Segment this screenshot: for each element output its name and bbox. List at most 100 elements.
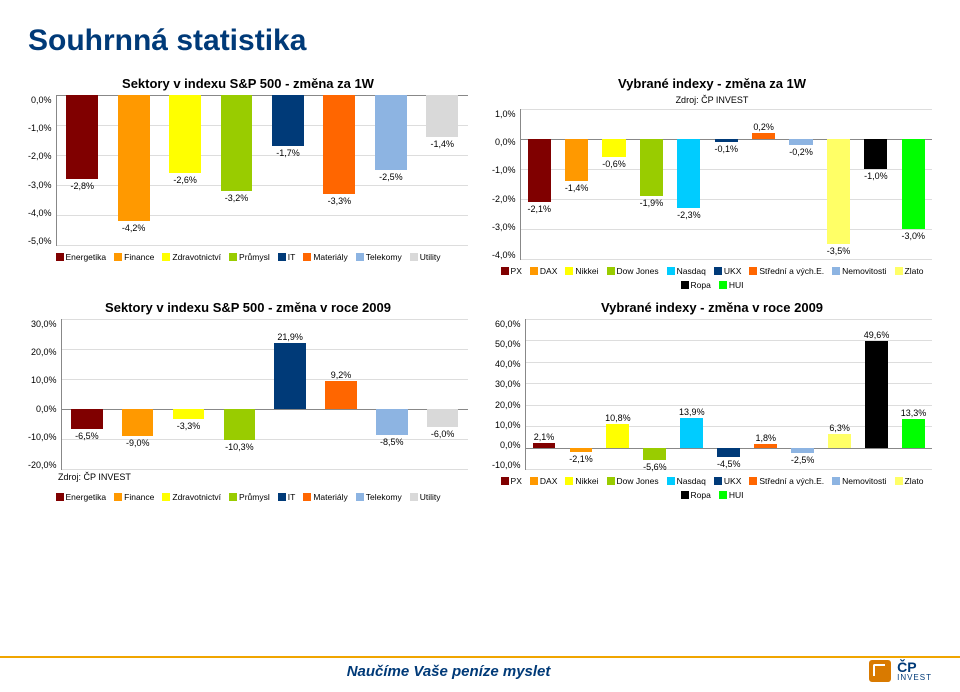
- bar: [828, 434, 851, 448]
- legend-label: Zdravotnictví: [172, 492, 221, 502]
- bar-value-label: -2,1%: [569, 454, 593, 464]
- legend-swatch: [162, 253, 170, 261]
- legend-swatch: [410, 253, 418, 261]
- bar: [715, 139, 738, 142]
- bar: [533, 443, 556, 448]
- bar: [272, 95, 304, 146]
- chart-legend: EnergetikaFinanceZdravotnictvíPrůmyslITM…: [28, 492, 468, 502]
- y-tick-label: -10,0%: [492, 460, 521, 470]
- bar: [677, 139, 700, 208]
- y-tick-label: 60,0%: [492, 319, 521, 329]
- bar: [375, 95, 407, 170]
- legend-label: Materiály: [313, 252, 347, 262]
- legend-swatch: [832, 477, 840, 485]
- bar: [173, 409, 205, 419]
- bar: [717, 448, 740, 458]
- legend-item: HUI: [719, 490, 744, 500]
- bar-value-label: -8,5%: [380, 437, 404, 447]
- legend-label: Nasdaq: [677, 266, 706, 276]
- legend-item: Ropa: [681, 490, 711, 500]
- legend-label: Nasdaq: [677, 476, 706, 486]
- legend-swatch: [530, 267, 538, 275]
- bar: [754, 444, 777, 448]
- legend-item: Materiály: [303, 492, 347, 502]
- legend-swatch: [303, 253, 311, 261]
- legend-swatch: [895, 477, 903, 485]
- legend-label: Zlato: [905, 266, 924, 276]
- legend-item: Energetika: [56, 252, 107, 262]
- legend-label: Nikkei: [575, 476, 598, 486]
- bar-value-label: -3,5%: [827, 246, 851, 256]
- legend-item: Zlato: [895, 476, 924, 486]
- footer: Naučíme Vaše peníze myslet ČP INVEST: [0, 656, 960, 688]
- chart-legend: PXDAXNikkeiDow JonesNasdaqUKXStřední a v…: [492, 476, 932, 500]
- bar: [752, 133, 775, 139]
- legend-label: Utility: [420, 492, 441, 502]
- bar-value-label: 1,8%: [755, 433, 776, 443]
- legend-swatch: [278, 493, 286, 501]
- footer-slogan: Naučíme Vaše peníze myslet: [347, 663, 551, 680]
- y-tick-label: 0,0%: [28, 95, 52, 105]
- legend-item: UKX: [714, 266, 741, 276]
- bar-value-label: 2,1%: [534, 432, 555, 442]
- chart-sectors-1w: Sektory v indexu S&P 500 - změna za 1W0,…: [28, 76, 468, 290]
- legend-item: IT: [278, 252, 296, 262]
- legend-item: Nasdaq: [667, 266, 706, 276]
- legend-item: IT: [278, 492, 296, 502]
- bar: [376, 409, 408, 435]
- bar-value-label: -1,4%: [565, 183, 589, 193]
- bar-value-label: -10,3%: [225, 442, 254, 452]
- bar-value-label: 49,6%: [864, 330, 890, 340]
- bar-value-label: -1,4%: [431, 139, 455, 149]
- legend-item: Utility: [410, 492, 441, 502]
- legend-swatch: [714, 477, 722, 485]
- chart-indices-2009: Vybrané indexy - změna v roce 200960,0%5…: [492, 300, 932, 502]
- bar-value-label: -0,2%: [789, 147, 813, 157]
- legend-swatch: [356, 253, 364, 261]
- y-tick-label: 20,0%: [492, 400, 521, 410]
- legend-item: Nikkei: [565, 476, 598, 486]
- legend-label: Průmysl: [239, 492, 270, 502]
- legend-item: Ropa: [681, 280, 711, 290]
- chart-legend: EnergetikaFinanceZdravotnictvíPrůmyslITM…: [28, 252, 468, 262]
- legend-item: Nasdaq: [667, 476, 706, 486]
- y-tick-label: 0,0%: [492, 440, 521, 450]
- legend-item: PX: [501, 476, 522, 486]
- bar-value-label: -2,1%: [527, 204, 551, 214]
- legend-item: Nemovitosti: [832, 476, 886, 486]
- legend-item: Finance: [114, 252, 154, 262]
- page-title: Souhrnná statistika: [28, 24, 932, 58]
- brand-logo: ČP INVEST: [869, 660, 932, 682]
- legend-item: Zdravotnictví: [162, 252, 221, 262]
- legend-label: Finance: [124, 492, 154, 502]
- legend-swatch: [530, 477, 538, 485]
- bar: [606, 424, 629, 447]
- bar: [640, 139, 663, 196]
- legend-label: Ropa: [691, 280, 711, 290]
- legend-label: IT: [288, 252, 296, 262]
- bar-value-label: -2,5%: [379, 172, 403, 182]
- legend-swatch: [356, 493, 364, 501]
- bar-value-label: -1,9%: [640, 198, 664, 208]
- y-tick-label: 30,0%: [28, 319, 57, 329]
- y-tick-label: -2,0%: [28, 151, 52, 161]
- legend-swatch: [565, 477, 573, 485]
- legend-label: HUI: [729, 490, 744, 500]
- legend-swatch: [56, 493, 64, 501]
- legend-swatch: [114, 253, 122, 261]
- legend-swatch: [410, 493, 418, 501]
- legend-swatch: [832, 267, 840, 275]
- y-tick-label: -4,0%: [492, 250, 516, 260]
- bar: [565, 139, 588, 181]
- y-tick-label: 50,0%: [492, 339, 521, 349]
- bar-value-label: -1,7%: [276, 148, 300, 158]
- legend-label: PX: [511, 266, 522, 276]
- legend-item: Nikkei: [565, 266, 598, 276]
- bar: [827, 139, 850, 244]
- chart-source: Zdroj: ČP INVEST: [58, 472, 468, 482]
- legend-label: Dow Jones: [617, 476, 659, 486]
- bar: [224, 409, 256, 440]
- legend-item: Telekomy: [356, 252, 402, 262]
- legend-label: Ropa: [691, 490, 711, 500]
- legend-label: Střední a vých.E.: [759, 476, 824, 486]
